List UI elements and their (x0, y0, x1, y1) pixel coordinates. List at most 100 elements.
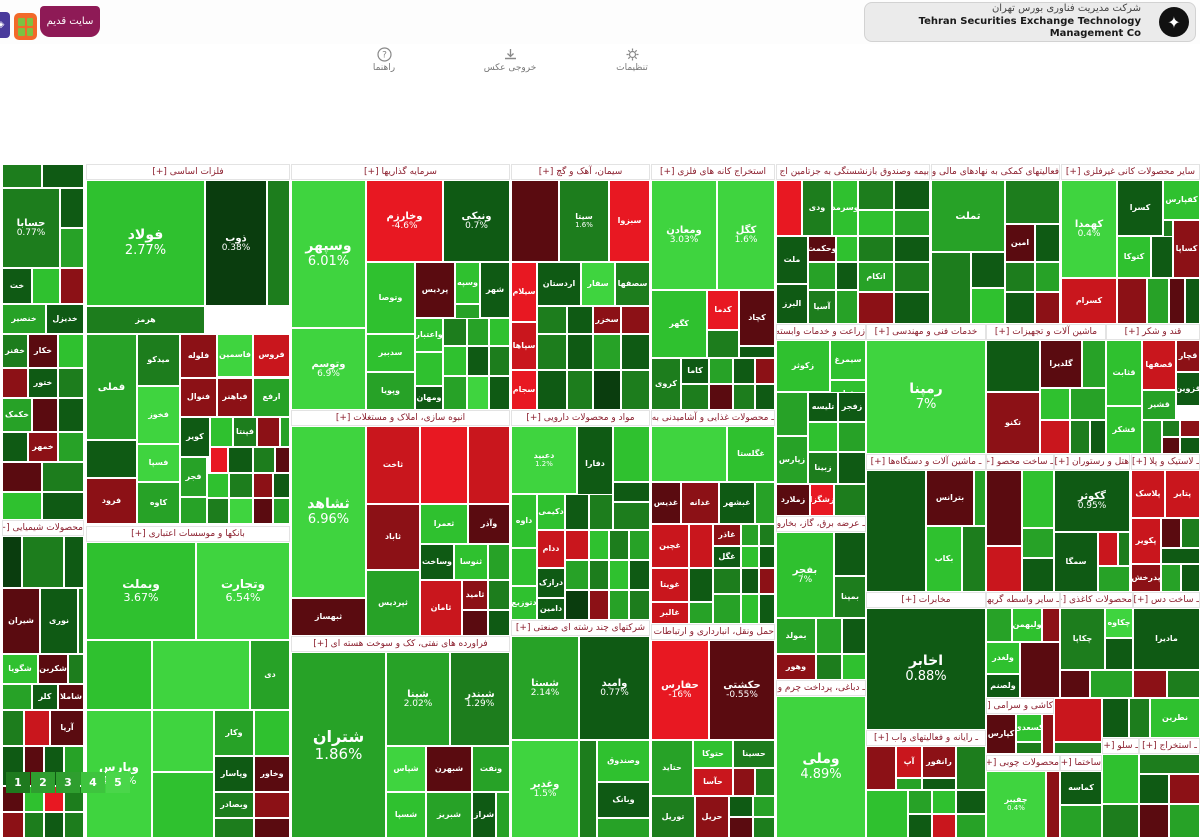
stock-tile[interactable]: زکوثر (776, 340, 830, 392)
stock-tile[interactable] (1105, 638, 1133, 670)
stock-tile[interactable] (1040, 420, 1070, 454)
stock-tile[interactable]: ونفت (472, 746, 510, 792)
stock-tile[interactable]: پکویر (1131, 518, 1161, 564)
stock-tile[interactable] (488, 580, 510, 610)
stock-tile[interactable]: غگلستا (727, 426, 775, 482)
stock-tile[interactable] (1070, 388, 1106, 420)
stock-tile[interactable] (511, 180, 559, 262)
stock-tile[interactable]: اخابر 0.88% (866, 608, 986, 730)
stock-tile[interactable] (467, 318, 489, 346)
stock-tile[interactable] (629, 590, 650, 620)
stock-tile[interactable] (58, 368, 84, 398)
stock-tile[interactable]: غگل (713, 546, 741, 568)
stock-tile[interactable]: فنوال (180, 378, 217, 417)
stock-tile[interactable]: وساخت (420, 544, 454, 580)
stock-tile[interactable] (931, 252, 971, 324)
stock-tile[interactable] (443, 376, 467, 410)
stock-tile[interactable] (32, 398, 58, 432)
stock-tile[interactable]: وسرمد (832, 180, 858, 236)
sector-header-hotels[interactable]: هتل و رستوران [+] (1054, 454, 1130, 470)
stock-tile[interactable] (2, 462, 42, 492)
stock-tile[interactable]: شپنا 2.02% (386, 652, 450, 746)
stock-tile[interactable] (838, 422, 866, 452)
stock-tile[interactable] (858, 210, 894, 236)
stock-tile[interactable]: وملی 4.89% (776, 696, 866, 838)
stock-tile[interactable]: فاسمین (217, 334, 253, 377)
stock-tile[interactable] (956, 790, 986, 814)
stock-tile[interactable] (609, 530, 629, 560)
stock-tile[interactable] (689, 602, 713, 624)
stock-tile[interactable] (420, 426, 468, 504)
stock-tile[interactable] (836, 236, 858, 262)
stock-tile[interactable]: ثاخت (366, 426, 420, 504)
stock-tile[interactable]: فرود (86, 478, 137, 524)
stock-tile[interactable]: کسرام (1061, 278, 1117, 324)
stock-tile[interactable] (908, 790, 932, 814)
stock-tile[interactable]: وغدیر 1.5% (511, 740, 579, 838)
stock-tile[interactable] (741, 594, 759, 624)
stock-tile[interactable]: کگل 1.6% (717, 180, 775, 290)
stock-tile[interactable]: تلیسه (808, 392, 838, 422)
stock-tile[interactable] (152, 710, 214, 772)
stock-tile[interactable] (842, 654, 866, 680)
stock-tile[interactable] (613, 502, 650, 530)
stock-tile[interactable] (210, 417, 233, 447)
stock-tile[interactable]: ثعمرا (420, 504, 468, 544)
stock-tile[interactable] (858, 180, 894, 210)
stock-tile[interactable] (986, 470, 1022, 546)
stock-tile[interactable]: ملت (776, 236, 808, 284)
stock-tile[interactable] (816, 618, 842, 654)
stock-tile[interactable]: اتکام (858, 262, 894, 292)
sector-header-power-utilities[interactable]: ـ عرضه برق، گاز، بخاروآب [+] (776, 516, 866, 532)
stock-tile[interactable]: کسرا (1117, 180, 1163, 236)
stock-tile[interactable] (739, 346, 775, 358)
stock-tile[interactable] (755, 482, 775, 524)
stock-tile[interactable] (86, 640, 152, 710)
stock-tile[interactable]: دی (250, 640, 290, 710)
stock-tile[interactable] (58, 398, 84, 432)
sector-header-cement[interactable]: سیمان، آهک و گچ [+] (511, 164, 650, 180)
stock-tile[interactable] (2, 164, 42, 188)
stock-tile[interactable] (68, 654, 84, 684)
stock-tile[interactable]: ثامید (462, 580, 488, 610)
stock-tile[interactable] (858, 292, 894, 324)
stock-tile[interactable] (1102, 804, 1139, 838)
stock-tile[interactable]: چکاوه (1105, 608, 1133, 638)
stock-tile[interactable]: دتوزیع (511, 586, 537, 620)
stock-tile[interactable] (1129, 698, 1150, 738)
stock-tile[interactable]: سمگا (1054, 532, 1098, 592)
stock-tile[interactable] (589, 494, 613, 530)
stock-tile[interactable] (971, 288, 1005, 324)
stock-tile[interactable]: بکاب (926, 526, 962, 592)
stock-tile[interactable]: کاوه (137, 482, 180, 524)
stock-tile[interactable] (1102, 754, 1139, 804)
stock-tile[interactable] (22, 536, 64, 588)
calendar-icon[interactable] (14, 13, 37, 40)
stock-tile[interactable]: حکشتی -0.55% (709, 640, 775, 740)
stock-tile[interactable] (1161, 564, 1181, 592)
stock-tile[interactable] (567, 334, 593, 370)
stock-tile[interactable]: کچاد (739, 290, 775, 346)
stock-tile[interactable] (589, 530, 609, 560)
stock-tile[interactable]: فولاد 2.77% (86, 180, 205, 306)
stock-tile[interactable]: وپویا (366, 372, 415, 410)
stock-tile[interactable]: پلاسک (1131, 470, 1165, 518)
stock-tile[interactable] (922, 778, 956, 790)
stock-tile[interactable] (629, 560, 650, 590)
stock-tile[interactable] (60, 188, 84, 228)
stock-tile[interactable]: فلوله (180, 334, 217, 378)
stock-tile[interactable] (1040, 388, 1070, 420)
stock-tile[interactable] (468, 426, 510, 504)
stock-tile[interactable] (894, 236, 930, 262)
stock-tile[interactable]: فجر (180, 457, 207, 497)
stock-tile[interactable]: حسینا (733, 740, 775, 768)
stock-tile[interactable]: کپارس (986, 714, 1016, 754)
stock-tile[interactable]: سخزر (593, 306, 621, 334)
stock-tile[interactable] (1042, 714, 1054, 754)
sector-header-paper-products[interactable]: محصولات کاغذی [+] (1060, 592, 1133, 608)
page-button-2[interactable]: 2 (31, 772, 55, 793)
stock-tile[interactable] (32, 268, 60, 304)
stock-tile[interactable] (986, 340, 1040, 392)
sector-header-rubber-plastics[interactable]: ـ لاستیک و پلا [+] (1131, 454, 1200, 470)
stock-tile[interactable]: وبملت 3.67% (86, 542, 196, 640)
